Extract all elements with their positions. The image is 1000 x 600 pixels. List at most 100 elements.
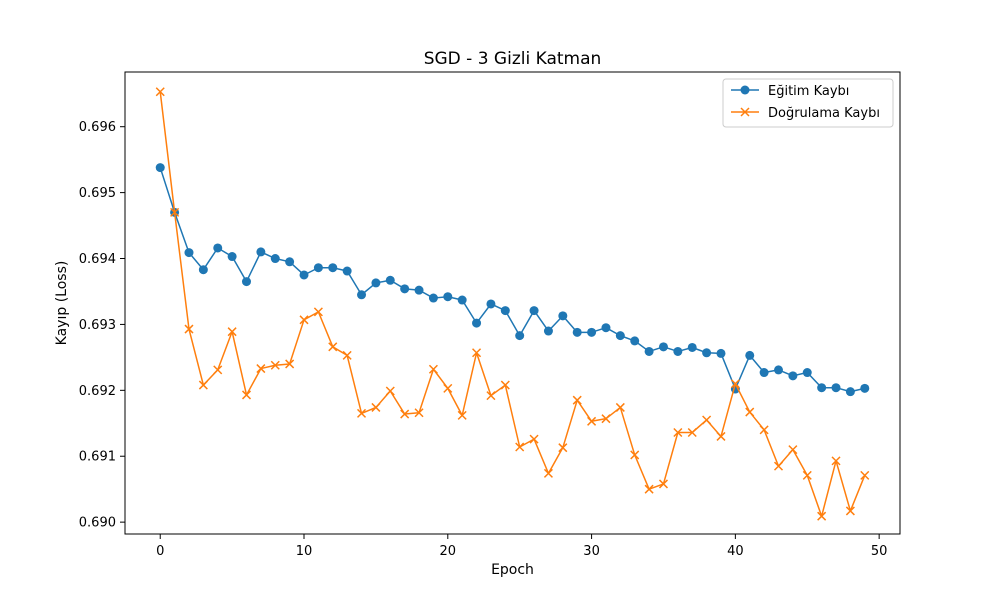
legend: Eğitim Kaybı Doğrulama Kaybı <box>722 78 894 128</box>
data-point-train <box>457 295 467 305</box>
data-point-val <box>788 445 798 455</box>
data-point-train <box>515 331 525 341</box>
plot-area <box>155 87 870 521</box>
data-point-val <box>371 402 381 412</box>
y-tick-label: 0.691 <box>79 450 116 465</box>
data-point-train <box>241 277 251 287</box>
data-point-val <box>155 87 165 97</box>
data-point-val <box>773 461 784 471</box>
x-tick-label: 50 <box>871 544 888 559</box>
data-point-val <box>500 380 510 390</box>
data-point-val <box>745 407 755 417</box>
data-point-val <box>630 450 640 460</box>
x-tick-label: 30 <box>583 544 600 559</box>
data-point-val <box>299 315 309 325</box>
data-point-train <box>587 327 597 337</box>
data-point-val <box>400 409 410 419</box>
data-point-val <box>817 511 827 521</box>
data-point-train <box>702 348 712 358</box>
data-point-train <box>472 318 482 328</box>
y-tick-label: 0.690 <box>79 516 116 531</box>
data-point-val <box>515 442 525 452</box>
data-point-train <box>500 306 510 316</box>
legend-label-val: Doğrulama Kaybı <box>768 106 880 121</box>
series-line-0 <box>159 167 865 393</box>
data-point-val <box>356 408 367 418</box>
legend-box <box>722 78 894 128</box>
data-point-train <box>529 306 539 316</box>
y-axis-label: Kayıp (Loss) <box>54 261 70 346</box>
data-point-val <box>644 484 654 494</box>
data-point-val <box>543 468 553 478</box>
data-point-train <box>802 368 812 378</box>
data-point-val <box>860 470 870 480</box>
data-point-val <box>385 386 395 396</box>
data-point-val <box>170 207 180 217</box>
x-axis-label: Epoch <box>491 562 534 578</box>
data-point-val <box>472 348 482 358</box>
data-point-val <box>601 414 611 424</box>
axis-ticks: 0 10 20 30 40 50 0.690 0.691 0.692 0.693 0.694 0.69… <box>79 120 888 559</box>
data-point-val <box>443 383 453 393</box>
data-point-train <box>644 346 654 356</box>
data-point-val <box>831 456 841 466</box>
data-point-train <box>745 350 755 360</box>
data-point-val <box>213 365 223 375</box>
x-tick-label: 40 <box>727 544 744 559</box>
data-point-val <box>457 410 467 420</box>
data-point-train <box>285 257 295 267</box>
data-point-train <box>486 299 496 309</box>
data-point-train <box>256 247 266 257</box>
legend-marker-train <box>740 85 750 95</box>
data-point-val <box>802 470 812 480</box>
legend-marker-val <box>740 107 750 117</box>
x-tick-label: 0 <box>156 544 164 559</box>
data-point-val <box>313 307 323 317</box>
y-tick-label: 0.694 <box>79 252 116 267</box>
legend-label-train: Eğitim Kaybı <box>768 84 849 99</box>
data-point-train <box>831 383 841 393</box>
data-point-train <box>198 265 208 275</box>
data-point-val <box>759 425 769 435</box>
data-point-train <box>774 365 784 375</box>
data-point-train <box>213 243 223 253</box>
data-point-train <box>673 346 683 356</box>
x-tick-label: 20 <box>440 544 457 559</box>
data-point-train <box>716 348 726 358</box>
y-tick-label: 0.696 <box>79 120 116 135</box>
data-point-train <box>860 383 870 393</box>
data-point-val <box>342 350 352 360</box>
data-point-val <box>414 408 424 418</box>
y-tick-label: 0.693 <box>79 318 116 333</box>
data-point-val <box>285 359 295 369</box>
data-point-train <box>342 266 352 276</box>
chart-title: SGD - 3 Gizli Katman <box>424 49 602 69</box>
data-point-train <box>572 327 582 337</box>
data-point-val <box>529 434 539 444</box>
data-point-val <box>572 395 582 405</box>
series-line-1 <box>159 91 866 517</box>
data-point-train <box>658 342 668 352</box>
data-point-train <box>615 331 625 341</box>
data-point-train <box>155 163 165 173</box>
data-point-val <box>673 427 683 438</box>
data-point-train <box>270 254 280 264</box>
data-point-val <box>558 443 568 453</box>
data-point-val <box>845 506 855 516</box>
data-point-train <box>630 336 640 346</box>
data-point-train <box>385 275 395 285</box>
data-point-train <box>443 292 453 302</box>
data-point-train <box>313 263 323 273</box>
data-point-train <box>184 248 194 258</box>
data-point-train <box>227 252 237 262</box>
data-point-train <box>558 311 568 321</box>
data-point-train <box>817 383 827 393</box>
data-point-val <box>328 342 338 352</box>
data-point-val <box>587 416 597 426</box>
data-point-train <box>788 371 798 381</box>
x-tick-label: 10 <box>296 544 313 559</box>
y-tick-label: 0.695 <box>79 186 116 201</box>
data-point-val <box>716 431 726 441</box>
data-point-train <box>543 326 553 336</box>
data-point-val <box>256 364 266 374</box>
